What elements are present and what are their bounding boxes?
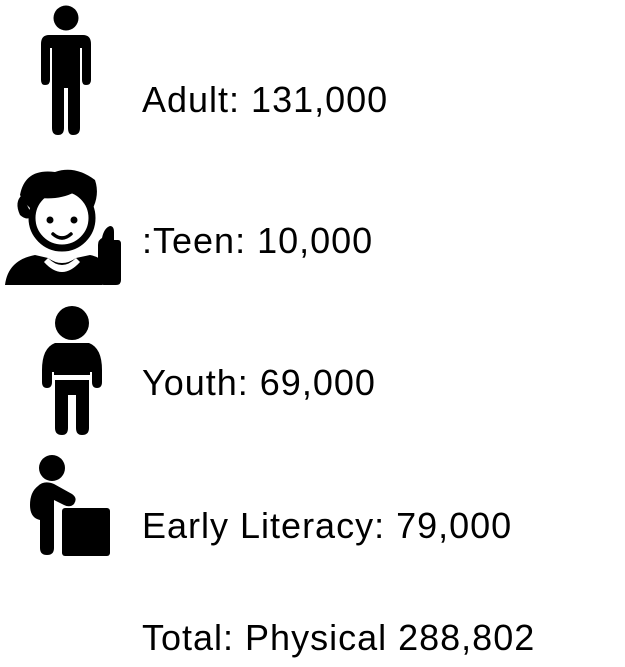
adult-label: Adult: 131,000 [142, 79, 388, 120]
early-literacy-icon [30, 455, 110, 556]
total-label: Total: Physical 288,802 [142, 617, 535, 658]
teen-label: :Teen: 10,000 [142, 220, 373, 261]
youth-label: Youth: 69,000 [142, 362, 376, 403]
youth-icon [42, 306, 102, 435]
early-literacy-label: Early Literacy: 79,000 [142, 505, 512, 546]
teen-icon [5, 169, 121, 285]
adult-icon [41, 5, 91, 135]
